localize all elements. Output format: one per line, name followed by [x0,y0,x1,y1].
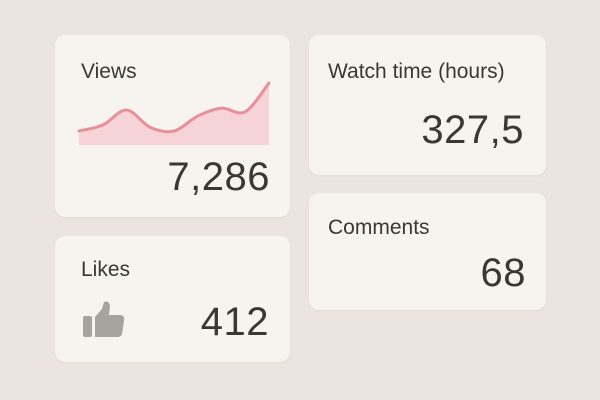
views-title: Views [81,60,137,83]
comments-card[interactable]: Comments 68 [309,193,546,310]
watch-time-card[interactable]: Watch time (hours) 327,5 [309,35,546,175]
comments-title: Comments [328,216,430,239]
likes-value: 412 [200,300,269,344]
comments-value: 68 [480,251,526,295]
views-sparkline-line [77,81,271,134]
likes-title: Likes [81,258,131,281]
watch-time-value: 327,5 [421,108,524,152]
views-sparkline [77,81,271,145]
thumbs-up-icon [83,301,125,337]
likes-card[interactable]: Likes 412 [55,236,290,362]
views-value: 7,286 [167,155,270,199]
views-card[interactable]: Views 7,286 [55,35,290,217]
watch-time-title: Watch time (hours) [328,60,505,83]
views-sparkline-area [79,83,269,145]
